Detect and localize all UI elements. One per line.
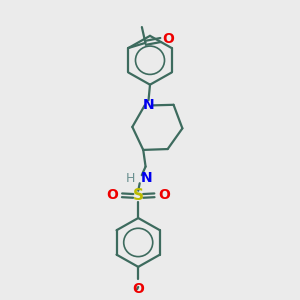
Text: O: O [106,188,118,202]
Text: S: S [133,188,144,203]
Text: N: N [141,171,153,185]
Text: O: O [163,32,174,46]
Text: O: O [158,188,170,202]
Text: N: N [143,98,154,112]
Text: H: H [126,172,135,184]
Text: O: O [132,281,144,296]
